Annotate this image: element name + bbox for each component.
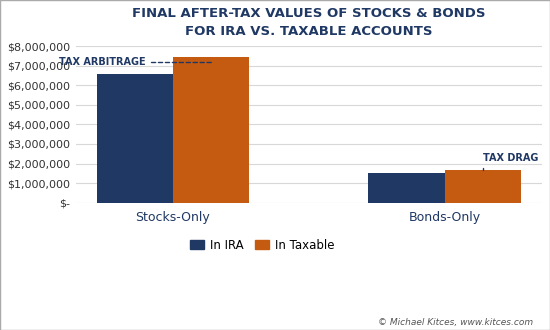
Bar [444,170,521,203]
Bar [173,57,249,203]
Text: © Michael Kitces, www.kitces.com: © Michael Kitces, www.kitces.com [378,318,534,327]
Bar [97,75,173,203]
Text: TAX DRAG: TAX DRAG [482,153,538,170]
Title: FINAL AFTER-TAX VALUES OF STOCKS & BONDS
FOR IRA VS. TAXABLE ACCOUNTS: FINAL AFTER-TAX VALUES OF STOCKS & BONDS… [132,7,486,38]
Bar [368,173,444,203]
Text: TAX ARBITRAGE: TAX ARBITRAGE [59,57,211,67]
Legend: In IRA, In Taxable: In IRA, In Taxable [185,234,339,256]
